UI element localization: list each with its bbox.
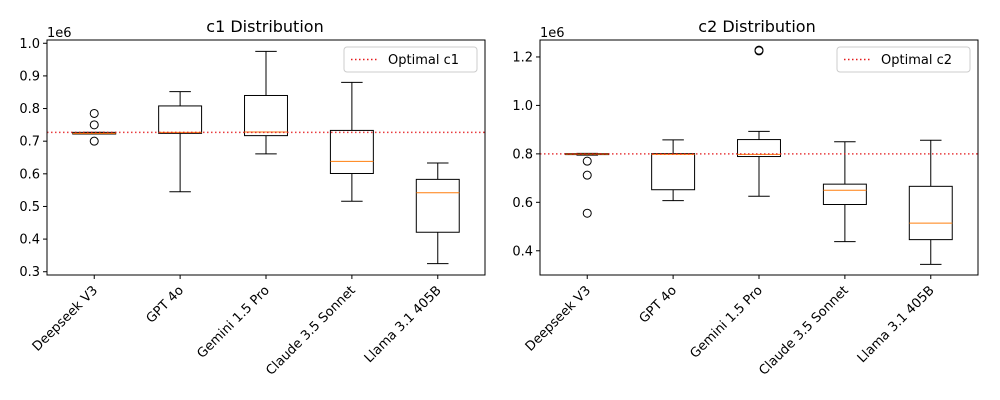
- outlier-point: [582, 170, 592, 180]
- y-tick-label: 0.6: [512, 196, 533, 211]
- axes-frame: [539, 39, 979, 276]
- y-axis-offset-label: 1e6: [47, 26, 72, 41]
- y-tick-label: 1.2: [512, 50, 533, 65]
- y-tick-label: 1.0: [19, 37, 40, 52]
- outlier-point: [754, 46, 764, 56]
- y-tick-label: 0.3: [19, 265, 40, 280]
- outlier-point: [582, 208, 592, 218]
- outlier-point: [582, 156, 592, 166]
- legend: Optimal c2: [836, 46, 971, 73]
- y-tick-label: 0.7: [19, 135, 40, 150]
- y-tick-label: 0.4: [512, 244, 533, 259]
- y-tick-label: 1.0: [512, 99, 533, 114]
- y-tick-label: 0.4: [19, 233, 40, 248]
- legend: Optimal c1: [343, 46, 478, 73]
- y-tick-label: 0.8: [512, 147, 533, 162]
- y-tick-label: 0.5: [19, 200, 40, 215]
- box: [737, 139, 781, 158]
- chart-title: c1 Distribution: [206, 17, 323, 36]
- outlier-point: [89, 108, 99, 118]
- legend-label: Optimal c1: [388, 53, 459, 68]
- chart-title: c2 Distribution: [698, 17, 815, 36]
- box: [908, 185, 953, 241]
- y-tick-label: 0.6: [19, 167, 40, 182]
- box: [329, 129, 374, 174]
- y-tick-label: 0.9: [19, 69, 40, 84]
- legend-frame: [836, 46, 971, 73]
- outlier-point: [89, 136, 99, 146]
- box: [822, 183, 867, 206]
- axes-frame: [46, 39, 486, 276]
- y-tick-label: 0.8: [19, 102, 40, 117]
- box: [415, 178, 460, 233]
- box: [158, 105, 203, 134]
- legend-frame: [343, 46, 478, 73]
- box: [244, 94, 288, 137]
- y-axis-offset-label: 1e6: [540, 26, 565, 41]
- outlier-point: [89, 120, 99, 130]
- legend-label: Optimal c2: [881, 53, 952, 68]
